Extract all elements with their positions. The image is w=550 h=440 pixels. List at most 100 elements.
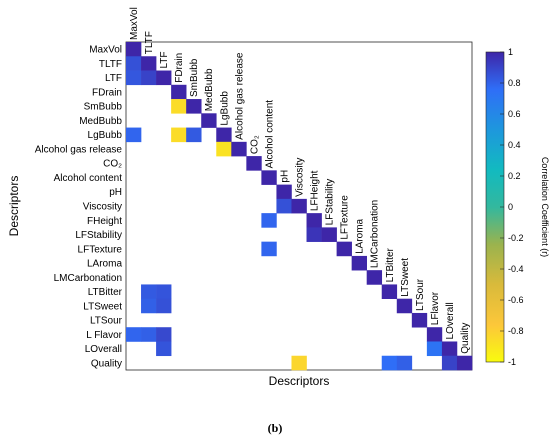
colorbar-tick-label: 1 (508, 47, 513, 57)
x-tick-label: LFlavor (430, 291, 441, 325)
y-tick-label: SmBubb (84, 102, 123, 113)
x-tick-label: SmBubb (189, 58, 200, 97)
colorbar-tick-label: 0.4 (508, 140, 521, 150)
y-tick-label: CO₂ (103, 159, 122, 170)
heatmap-cell (126, 70, 142, 86)
x-tick-label: TLTF (144, 31, 155, 54)
x-tick-label: LTSweet (400, 258, 411, 297)
x-tick-labels: MaxVol TLTF LTF FDrain SmBubb MedBubb LgBubb Al… (129, 7, 471, 354)
heatmap-cell (261, 170, 277, 185)
heatmap-cell (156, 327, 172, 342)
y-tick-label: Alcohol content (54, 173, 123, 184)
colorbar-tick-label: 0.2 (508, 171, 521, 181)
y-tick-label: L Flavor (86, 330, 122, 341)
y-tick-label: LAroma (87, 259, 122, 270)
y-tick-label: Viscosity (83, 202, 122, 213)
heatmap-cell (126, 327, 142, 342)
heatmap-cell (381, 355, 398, 371)
heatmap-cell (171, 99, 187, 114)
heatmap-cell (306, 227, 322, 242)
colorbar-tick-label: -0.2 (508, 233, 524, 243)
heatmap-cell (141, 56, 157, 71)
y-tick-label: LTBitter (88, 287, 123, 298)
colorbar-title: Correlation Coefficient (r) (540, 157, 550, 257)
y-tick-label: LTF (105, 73, 122, 84)
heatmap-cell (261, 241, 277, 257)
heatmap-cell (171, 84, 187, 100)
y-tick-label: MedBubb (79, 116, 122, 127)
heatmap-cell (291, 355, 307, 371)
x-tick-label: LFHeight (310, 170, 321, 211)
y-tick-label: MaxVol (89, 45, 122, 56)
y-tick-label: LOverall (85, 344, 122, 355)
x-tick-label: LgBubb (219, 91, 230, 126)
heatmap-cell (396, 298, 413, 314)
heatmap-cell (156, 70, 172, 86)
x-tick-label: LOverall (445, 302, 456, 339)
y-tick-label: LFTexture (78, 244, 123, 255)
y-tick-label: TLTF (99, 59, 122, 70)
heatmap-cell (396, 355, 413, 371)
y-tick-labels: MaxVol TLTF LTF FDrain SmBubb MedBubb LgBubb Al… (35, 45, 123, 370)
heatmap-cell (336, 241, 352, 257)
heatmap-cell (291, 198, 307, 214)
x-tick-label: MaxVol (129, 7, 140, 40)
y-tick-label: FDrain (92, 87, 122, 98)
x-tick-label: Alcohol content (264, 100, 275, 169)
x-tick-label: LAroma (355, 218, 366, 253)
colorbar-ticks: 1 0.8 0.6 0.4 0.2 0 -0.2 -0.4 -0.6 -0.8 -1 (500, 47, 524, 367)
colorbar-tick-label: 0.6 (508, 109, 521, 119)
heatmap-cell (351, 255, 367, 271)
heatmap-cell (426, 327, 443, 342)
heatmap-cells (126, 42, 473, 371)
x-tick-label: CO₂ (249, 135, 260, 154)
x-tick-label: LTSour (415, 278, 426, 311)
y-tick-label: FHeight (87, 216, 122, 227)
colorbar-tick-label: -1 (508, 357, 516, 367)
heatmap-cell (366, 270, 383, 285)
heatmap-cell (126, 42, 142, 57)
x-tick-label: LTBitter (385, 247, 396, 282)
x-axis-title: Descriptors (269, 374, 330, 388)
y-tick-label: Alcohol gas release (35, 144, 123, 155)
heatmap-cell (426, 341, 443, 357)
heatmap-cell (186, 127, 202, 143)
heatmap-cell (216, 141, 232, 157)
colorbar-tick-label: 0 (508, 202, 513, 212)
heatmap-cell (156, 284, 172, 299)
heatmap-cell (381, 284, 398, 299)
colorbar-tick-label: -0.6 (508, 295, 524, 305)
heatmap-cell (456, 355, 473, 371)
heatmap-cell (441, 355, 458, 371)
heatmap-cell (156, 298, 172, 314)
heatmap-cell (321, 227, 337, 242)
x-tick-label: LTF (159, 51, 170, 68)
y-tick-label: pH (109, 187, 122, 198)
heatmap-cell (141, 284, 157, 299)
heatmap-cell (156, 341, 172, 357)
heatmap-cell (141, 327, 157, 342)
heatmap-cell (441, 341, 458, 357)
y-tick-label: Quality (91, 358, 122, 369)
heatmap-cell (201, 113, 217, 128)
y-tick-label: LFStability (75, 230, 122, 241)
heatmap-cell (276, 198, 292, 214)
x-tick-label: LFStability (325, 179, 336, 226)
heatmap-cell (126, 127, 142, 143)
x-tick-label: Alcohol gas release (234, 52, 245, 140)
x-tick-label: MedBubb (204, 68, 215, 111)
colorbar-tick-label: -0.8 (508, 326, 524, 336)
heatmap-cell (126, 56, 142, 71)
x-tick-label: Viscosity (295, 158, 306, 197)
x-tick-label: pH (279, 170, 290, 183)
colorbar-tick-label: -0.4 (508, 264, 524, 274)
heatmap-cell (171, 127, 187, 143)
figure-caption: (b) (268, 421, 283, 435)
heatmap-cell (231, 141, 247, 157)
y-axis-title: Descriptors (7, 176, 21, 237)
heatmap-cell (276, 184, 292, 200)
y-tick-label: LTSour (90, 316, 123, 327)
x-tick-label: FDrain (174, 53, 185, 83)
x-tick-label: LMCarbonation (370, 200, 381, 268)
